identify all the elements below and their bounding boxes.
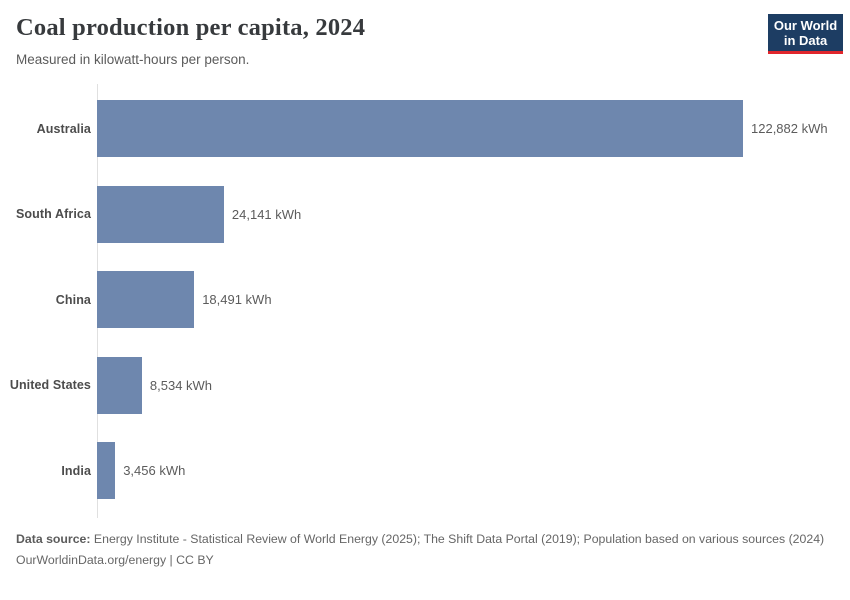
data-source-text: Energy Institute - Statistical Review of… (90, 532, 825, 546)
owid-logo-text-line1: Our World (773, 18, 838, 33)
data-source-note: Data source: Energy Institute - Statisti… (16, 531, 834, 549)
data-source-label: Data source: (16, 532, 91, 546)
bar-row: China 18,491 kWh (0, 271, 850, 328)
bar-row: South Africa 24,141 kWh (0, 185, 850, 243)
chart-footer: Data source: Energy Institute - Statisti… (16, 531, 834, 570)
bar[interactable] (97, 356, 142, 414)
bar[interactable] (97, 185, 224, 243)
bar[interactable] (97, 100, 743, 157)
category-label: India (61, 463, 91, 478)
owid-logo-text-line2: in Data (783, 33, 828, 48)
owid-logo[interactable]: Our World in Data (768, 14, 843, 54)
bar-value-label: 8,534 kWh (149, 377, 213, 393)
category-label: United States (9, 378, 91, 392)
category-label: South Africa (15, 207, 91, 221)
bar-value-label: 122,882 kWh (751, 121, 828, 136)
bar-value-label: 18,491 kWh (202, 292, 272, 307)
bar-value-label: 24,141 kWh (231, 206, 302, 222)
category-label: China (55, 292, 91, 307)
bar-row: Australia 122,882 kWh (0, 100, 850, 157)
bar-row: India 3,456 kWh (0, 442, 850, 499)
bar-value-label: 3,456 kWh (123, 463, 186, 478)
bar[interactable] (97, 442, 116, 499)
bar-row: United States 8,534 kWh (0, 356, 850, 414)
category-label: Australia (36, 121, 91, 136)
license-link[interactable]: OurWorldinData.org/energy | CC BY (16, 552, 214, 567)
bar[interactable] (97, 271, 195, 328)
page-title: Coal production per capita, 2024 (16, 14, 366, 41)
chart-subtitle: Measured in kilowatt-hours per person. (16, 52, 250, 67)
